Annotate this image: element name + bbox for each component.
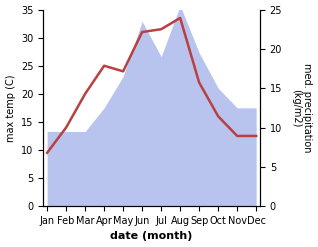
X-axis label: date (month): date (month) <box>110 231 193 242</box>
Y-axis label: max temp (C): max temp (C) <box>5 74 16 142</box>
Y-axis label: med. precipitation
(kg/m2): med. precipitation (kg/m2) <box>291 63 313 153</box>
